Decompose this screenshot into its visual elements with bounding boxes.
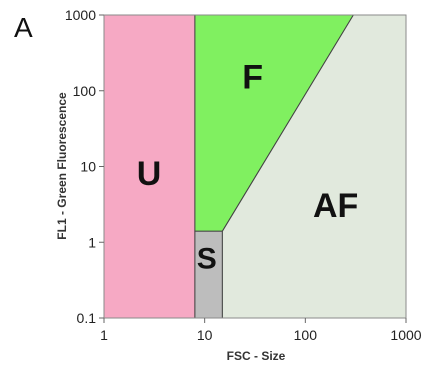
region-label-u: U: [137, 155, 162, 193]
y-tick-label: 0.1: [77, 310, 97, 326]
x-axis: 1 10 100 1000: [100, 318, 422, 343]
x-tick-label: 100: [294, 327, 318, 343]
x-tick-label: 1000: [390, 327, 421, 343]
region-labels-layer: U S F AF: [137, 58, 359, 275]
x-tick-label: 10: [197, 327, 213, 343]
x-tick-label: 1: [100, 327, 108, 343]
panel-label: A: [14, 12, 33, 43]
y-tick-label: 100: [73, 83, 97, 99]
y-tick-label: 10: [80, 159, 96, 175]
region-label-f: F: [242, 58, 263, 96]
region-label-af: AF: [313, 187, 358, 225]
x-axis-title: FSC - Size: [227, 349, 286, 363]
y-tick-label: 1: [88, 234, 96, 250]
regions-layer: [103, 14, 407, 319]
region-label-s: S: [197, 243, 217, 276]
y-tick-label: 1000: [65, 7, 96, 23]
y-axis-title: FL1 - Green Fluorescence: [55, 92, 69, 240]
y-axis: 0.1 1 10 100 1000: [65, 7, 104, 326]
